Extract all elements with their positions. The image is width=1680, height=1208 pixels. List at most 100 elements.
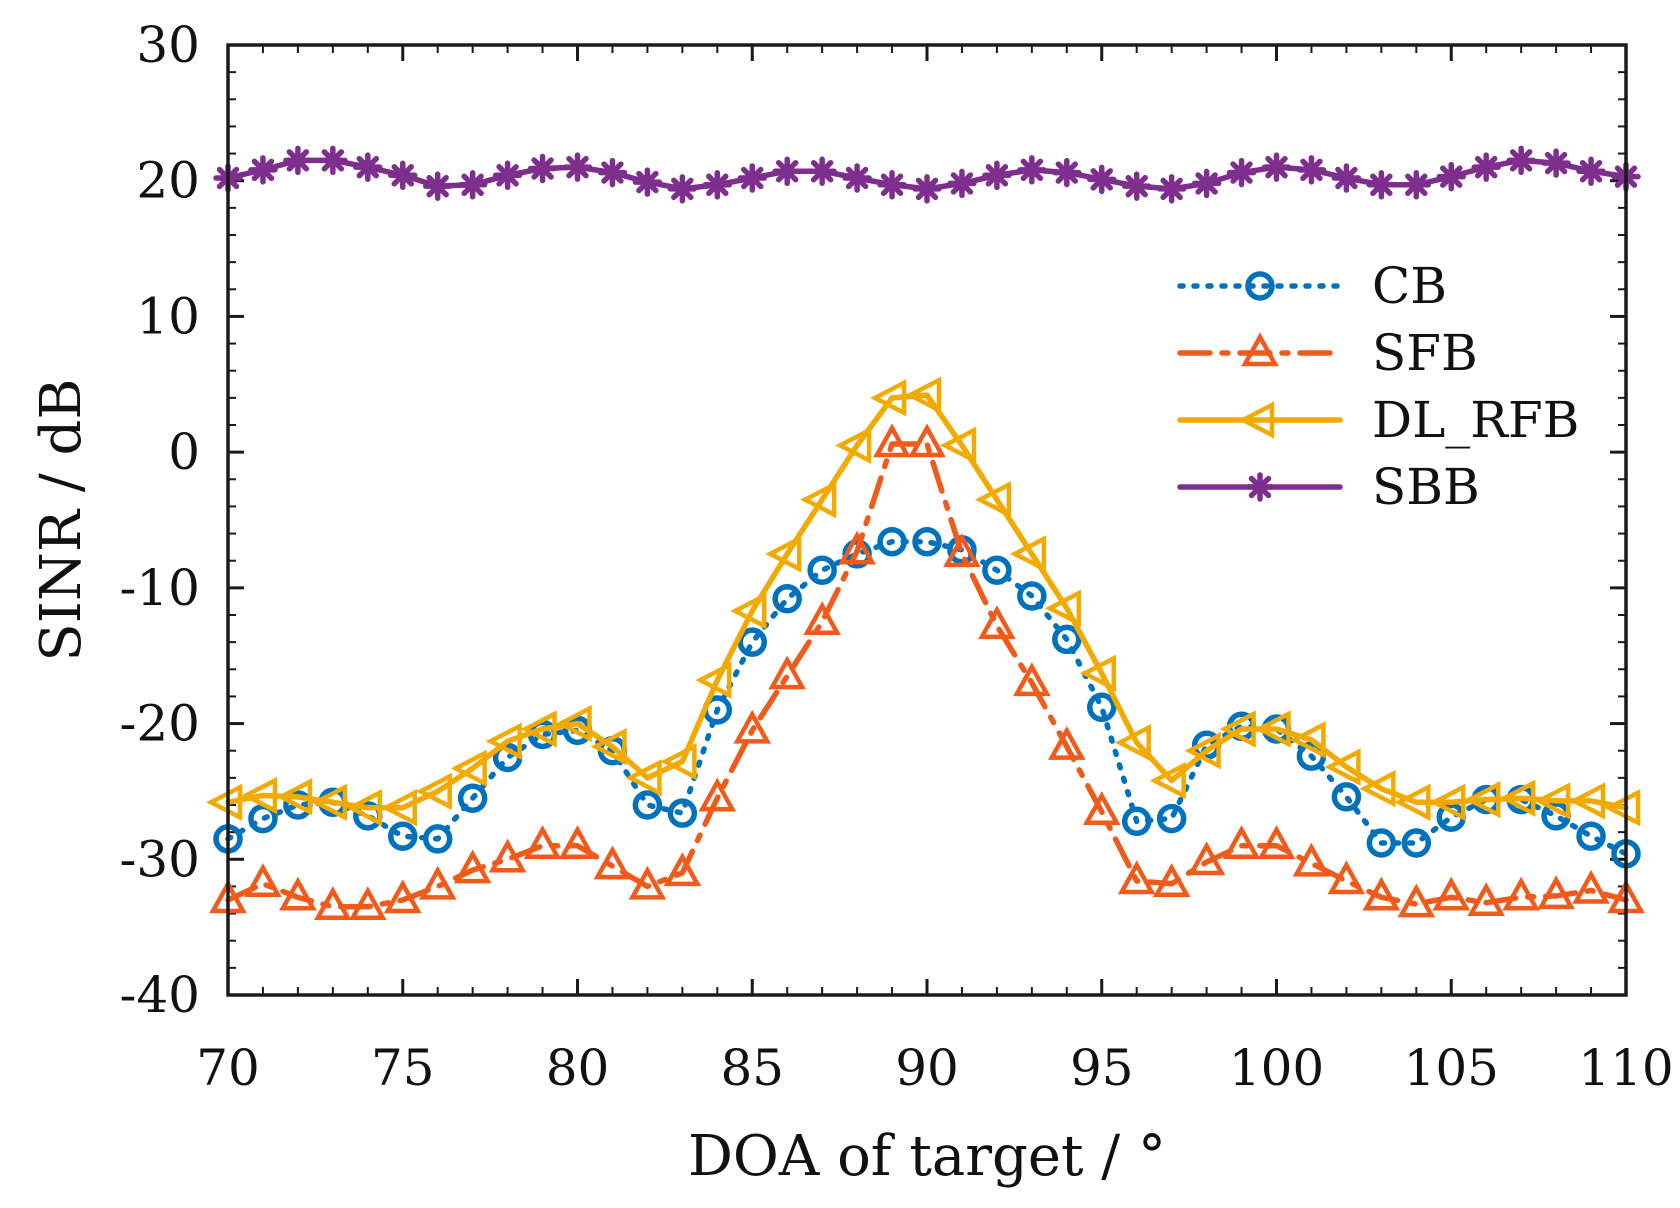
y-tick-label: -30 <box>119 830 200 888</box>
legend-marker <box>1238 401 1275 439</box>
data-point <box>1534 782 1571 820</box>
data-point-center <box>990 169 1003 182</box>
data-point <box>590 727 627 766</box>
data-point <box>1187 841 1226 876</box>
data-point <box>457 170 488 200</box>
data-point-center <box>921 182 933 195</box>
data-point <box>628 865 667 900</box>
data-point <box>975 480 1012 519</box>
data-point <box>1432 876 1471 911</box>
data-point <box>632 790 663 820</box>
data-point <box>1222 825 1261 859</box>
data-point <box>1506 145 1536 176</box>
data-point <box>558 825 597 859</box>
data-point <box>492 160 523 191</box>
data-point <box>1257 825 1296 859</box>
data-point-center <box>466 178 479 191</box>
y-tick-label: 10 <box>136 287 200 345</box>
data-point-center <box>886 178 899 191</box>
data-point <box>1331 782 1362 812</box>
data-point <box>733 709 772 744</box>
data-point <box>1156 803 1187 834</box>
data-point <box>1152 863 1191 897</box>
data-point <box>1604 789 1641 827</box>
data-point <box>908 423 946 458</box>
data-point <box>772 583 802 614</box>
data-point <box>772 156 802 186</box>
data-point <box>1052 624 1082 655</box>
data-point-center <box>396 169 409 182</box>
data-point <box>1082 791 1121 826</box>
data-point-center <box>1375 178 1388 191</box>
legend: CB SFB DL_RFB SBB <box>1177 257 1579 516</box>
data-point <box>947 168 977 199</box>
data-point <box>453 849 492 884</box>
data-point <box>279 876 317 911</box>
series-sbb <box>213 145 1641 204</box>
data-point <box>1569 782 1606 820</box>
data-point <box>314 886 352 921</box>
data-point-center <box>571 161 584 174</box>
legend-label: CB <box>1372 257 1447 315</box>
data-point <box>388 821 418 851</box>
data-point <box>523 825 562 859</box>
data-point <box>1121 171 1152 201</box>
data-point <box>1324 748 1361 786</box>
data-point <box>695 661 732 699</box>
data-point-center <box>1550 157 1563 170</box>
data-point <box>737 627 767 657</box>
data-point <box>1366 170 1397 200</box>
data-point-center <box>1585 165 1598 178</box>
y-axis-label: SINR / dB <box>29 378 94 661</box>
data-point <box>1572 869 1610 904</box>
x-tick-label: 105 <box>1404 1039 1499 1097</box>
data-point <box>1541 148 1571 178</box>
data-point-center <box>1270 161 1283 174</box>
data-point <box>1117 860 1156 895</box>
data-point <box>248 155 278 185</box>
plot-frame <box>226 43 1628 997</box>
legend-item: SBB <box>1177 458 1480 516</box>
data-point <box>765 535 802 573</box>
data-point <box>803 601 841 636</box>
x-tick-label: 75 <box>371 1039 435 1097</box>
data-point <box>1254 710 1291 748</box>
data-point <box>870 379 907 417</box>
data-point <box>667 798 698 828</box>
data-point <box>1502 876 1540 911</box>
data-point-center <box>536 162 549 175</box>
data-point <box>244 863 282 897</box>
data-point <box>1047 726 1086 760</box>
data-point-center <box>1305 163 1318 176</box>
series-layer <box>206 145 1645 921</box>
data-point <box>1044 589 1082 627</box>
legend-label: DL_RFB <box>1372 391 1579 449</box>
data-point <box>1219 710 1256 748</box>
data-point <box>1114 723 1151 762</box>
data-point <box>1537 875 1575 910</box>
data-point <box>555 704 592 743</box>
legend-item: SFB <box>1177 324 1478 382</box>
data-point <box>1156 174 1187 204</box>
data-point <box>800 480 837 519</box>
data-point <box>527 153 558 184</box>
data-point <box>488 838 527 873</box>
data-point <box>912 526 942 557</box>
data-point <box>667 174 698 204</box>
data-point <box>593 845 632 880</box>
data-point <box>838 530 876 565</box>
data-point <box>1292 842 1331 877</box>
data-point <box>1401 170 1432 200</box>
y-tick-label: -40 <box>119 966 200 1024</box>
data-point-center <box>326 154 339 167</box>
data-point-center <box>1060 166 1073 179</box>
y-tick-label: 30 <box>136 16 200 74</box>
data-point <box>415 772 452 811</box>
data-point <box>663 852 702 887</box>
data-point <box>1397 883 1436 918</box>
x-tick-label: 100 <box>1229 1039 1324 1097</box>
data-point-center <box>1165 182 1178 195</box>
data-point <box>912 174 942 204</box>
data-point <box>1327 860 1366 895</box>
data-point <box>1429 783 1466 821</box>
